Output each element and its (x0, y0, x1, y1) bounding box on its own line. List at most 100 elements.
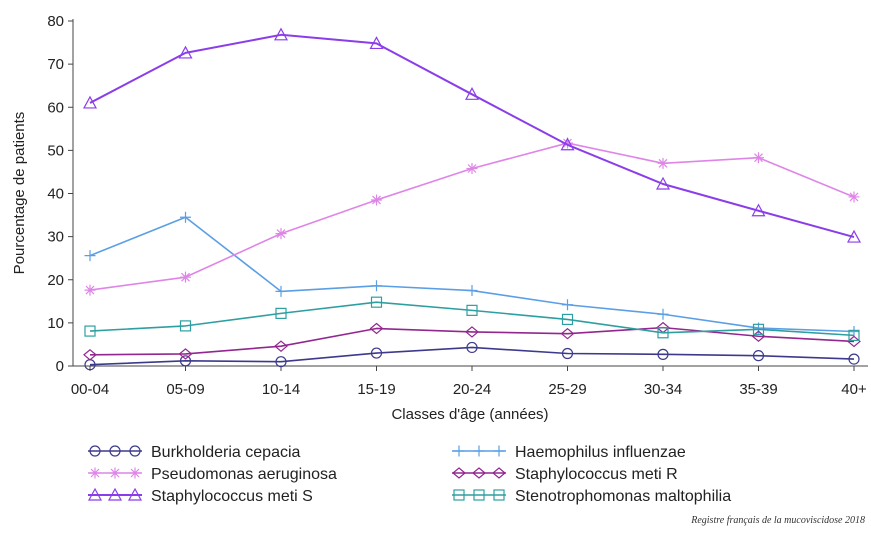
legend-item: Pseudomonas aeruginosa (88, 466, 337, 483)
x-tick-label: 00-04 (71, 381, 109, 398)
legend-label: Pseudomonas aeruginosa (151, 466, 337, 483)
legend-marker (452, 467, 466, 479)
y-tick-label: 70 (47, 56, 64, 73)
legend-marker (109, 445, 121, 457)
data-point (848, 329, 860, 341)
legend-item: Burkholderia cepacia (88, 444, 301, 461)
data-point (848, 353, 860, 365)
y-tick-label: 60 (47, 99, 64, 116)
data-point (562, 137, 573, 149)
data-point (83, 349, 97, 361)
data-point (561, 347, 574, 360)
y-tick-label: 40 (47, 186, 64, 203)
data-point (369, 36, 384, 50)
legend-marker (107, 487, 123, 501)
data-point (178, 45, 193, 59)
data-point (273, 27, 289, 41)
data-point (371, 194, 382, 206)
legend-marker (492, 467, 506, 479)
source-note: Registre français de la mucoviscidose 20… (691, 515, 865, 526)
legend-marker (493, 445, 505, 457)
x-tick-label: 25-29 (548, 381, 586, 398)
data-point (84, 284, 96, 296)
data-point (846, 229, 862, 243)
data-point (82, 95, 98, 109)
data-point (84, 325, 96, 337)
series-1 (84, 211, 860, 337)
series-line (89, 33, 855, 239)
legend-marker (109, 467, 121, 479)
data-point (465, 326, 479, 338)
legend-marker (89, 445, 101, 457)
series-line (89, 326, 855, 356)
data-point (466, 162, 478, 174)
y-tick-label: 0 (56, 358, 64, 375)
legend-marker (472, 467, 486, 479)
data-point (275, 285, 287, 297)
data-point (178, 348, 193, 360)
data-point (370, 347, 383, 359)
series-3 (83, 321, 861, 361)
legend-item: Stenotrophomonas maltophilia (452, 488, 731, 505)
legend-item: Haemophilus influenzae (452, 444, 686, 461)
data-point (657, 327, 669, 339)
data-point (369, 322, 384, 335)
legend-marker (473, 489, 485, 501)
legend-item: Staphylococcus meti S (87, 487, 313, 505)
legend-marker (127, 487, 143, 501)
data-point (370, 296, 383, 308)
legend-marker (493, 489, 505, 501)
data-point (560, 137, 575, 151)
data-point (752, 350, 765, 362)
legend-marker (129, 445, 141, 457)
data-point (657, 348, 669, 360)
legend-label: Stenotrophomonas maltophilia (515, 488, 731, 505)
legend-item: Staphylococcus meti R (452, 466, 678, 483)
data-point (274, 340, 288, 352)
data-point (275, 356, 287, 368)
x-tick-label: 10-14 (262, 381, 300, 398)
data-point (179, 355, 192, 367)
legend-marker (89, 467, 101, 479)
x-tick-label: 05-09 (166, 381, 204, 398)
axes: 0 10 20 30 40 50 60 70 80 00-04 05-09 10-14 15-19 20-… (47, 13, 868, 398)
legend-marker (453, 445, 465, 457)
data-point (752, 323, 765, 335)
data-point (657, 157, 669, 169)
legend: Burkholderia cepacia Haemophilus influenz… (87, 444, 731, 505)
data-point (466, 304, 478, 316)
x-tick-label: 15-19 (357, 381, 395, 398)
legend-marker (473, 445, 485, 457)
y-axis-title: Pourcentage de patients (11, 112, 28, 275)
y-tick-label: 80 (47, 13, 64, 30)
data-point (180, 271, 191, 283)
legend-label: Staphylococcus meti S (151, 488, 313, 505)
x-tick-label: 40+ (841, 381, 867, 398)
x-tick-label: 30-34 (644, 381, 682, 398)
data-point (180, 211, 191, 223)
legend-marker (453, 489, 465, 501)
x-tick-label: 35-39 (739, 381, 777, 398)
series-layer (82, 27, 862, 371)
series-4 (82, 27, 862, 243)
data-point (275, 228, 287, 240)
data-point (179, 320, 192, 332)
data-point (753, 152, 764, 164)
series-line (89, 346, 855, 366)
data-point (84, 250, 96, 262)
data-point (371, 280, 382, 292)
data-point (466, 285, 478, 297)
data-point (560, 327, 575, 340)
series-line (89, 216, 855, 333)
y-tick-label: 10 (47, 315, 64, 332)
data-point (275, 307, 287, 319)
x-axis-title: Classes d'âge (années) (391, 406, 548, 423)
legend-label: Burkholderia cepacia (151, 444, 301, 461)
x-tick-label: 20-24 (453, 381, 491, 398)
y-tick-label: 30 (47, 229, 64, 246)
data-point (464, 87, 480, 100)
y-tick-label: 50 (47, 142, 64, 159)
legend-marker (129, 467, 141, 479)
legend-marker (87, 487, 103, 501)
